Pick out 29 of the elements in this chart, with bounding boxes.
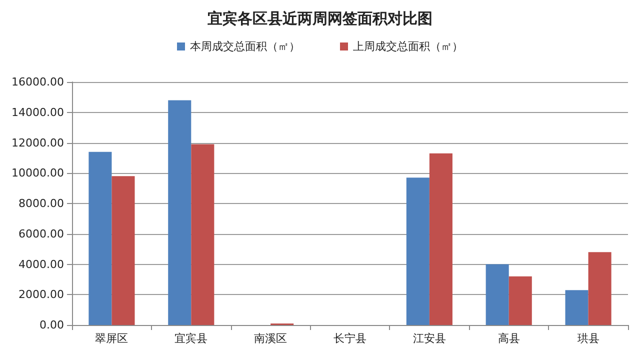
bar: [168, 100, 192, 325]
chart-title: 宜宾各区县近两周网签面积对比图: [208, 10, 432, 28]
y-tick-label: 16000.00: [12, 76, 64, 88]
y-tick-label: 2000.00: [18, 288, 64, 302]
y-tick-label: 6000.00: [18, 227, 64, 240]
bar: [486, 264, 509, 325]
y-tick-label: 12000.00: [12, 136, 64, 150]
y-tick-label: 8000.00: [18, 197, 64, 210]
legend-label: 本周成交总面积（㎡）: [190, 40, 300, 53]
bar: [112, 176, 135, 325]
x-tick-label: 珙县: [577, 332, 600, 345]
bar: [429, 153, 452, 325]
y-tick-label: 14000.00: [12, 106, 64, 119]
bar: [406, 178, 430, 325]
y-tick-label: 10000.00: [12, 166, 64, 180]
bar: [191, 144, 214, 325]
x-tick-label: 长宁县: [334, 332, 366, 345]
x-tick-label: 高县: [498, 332, 520, 345]
bar: [565, 290, 588, 325]
legend-label: 上周成交总面积（㎡）: [353, 40, 463, 53]
x-tick-label: 南溪区: [254, 332, 288, 345]
x-tick-label: 宜宾县: [174, 332, 208, 345]
x-tick-label: 江安县: [412, 332, 446, 345]
bar: [508, 276, 532, 325]
y-tick-label: 4000.00: [18, 258, 64, 271]
x-tick-label: 翠屏区: [95, 332, 128, 345]
bar: [88, 152, 112, 325]
y-tick-label: 0.00: [40, 318, 64, 332]
bar: [588, 252, 612, 325]
